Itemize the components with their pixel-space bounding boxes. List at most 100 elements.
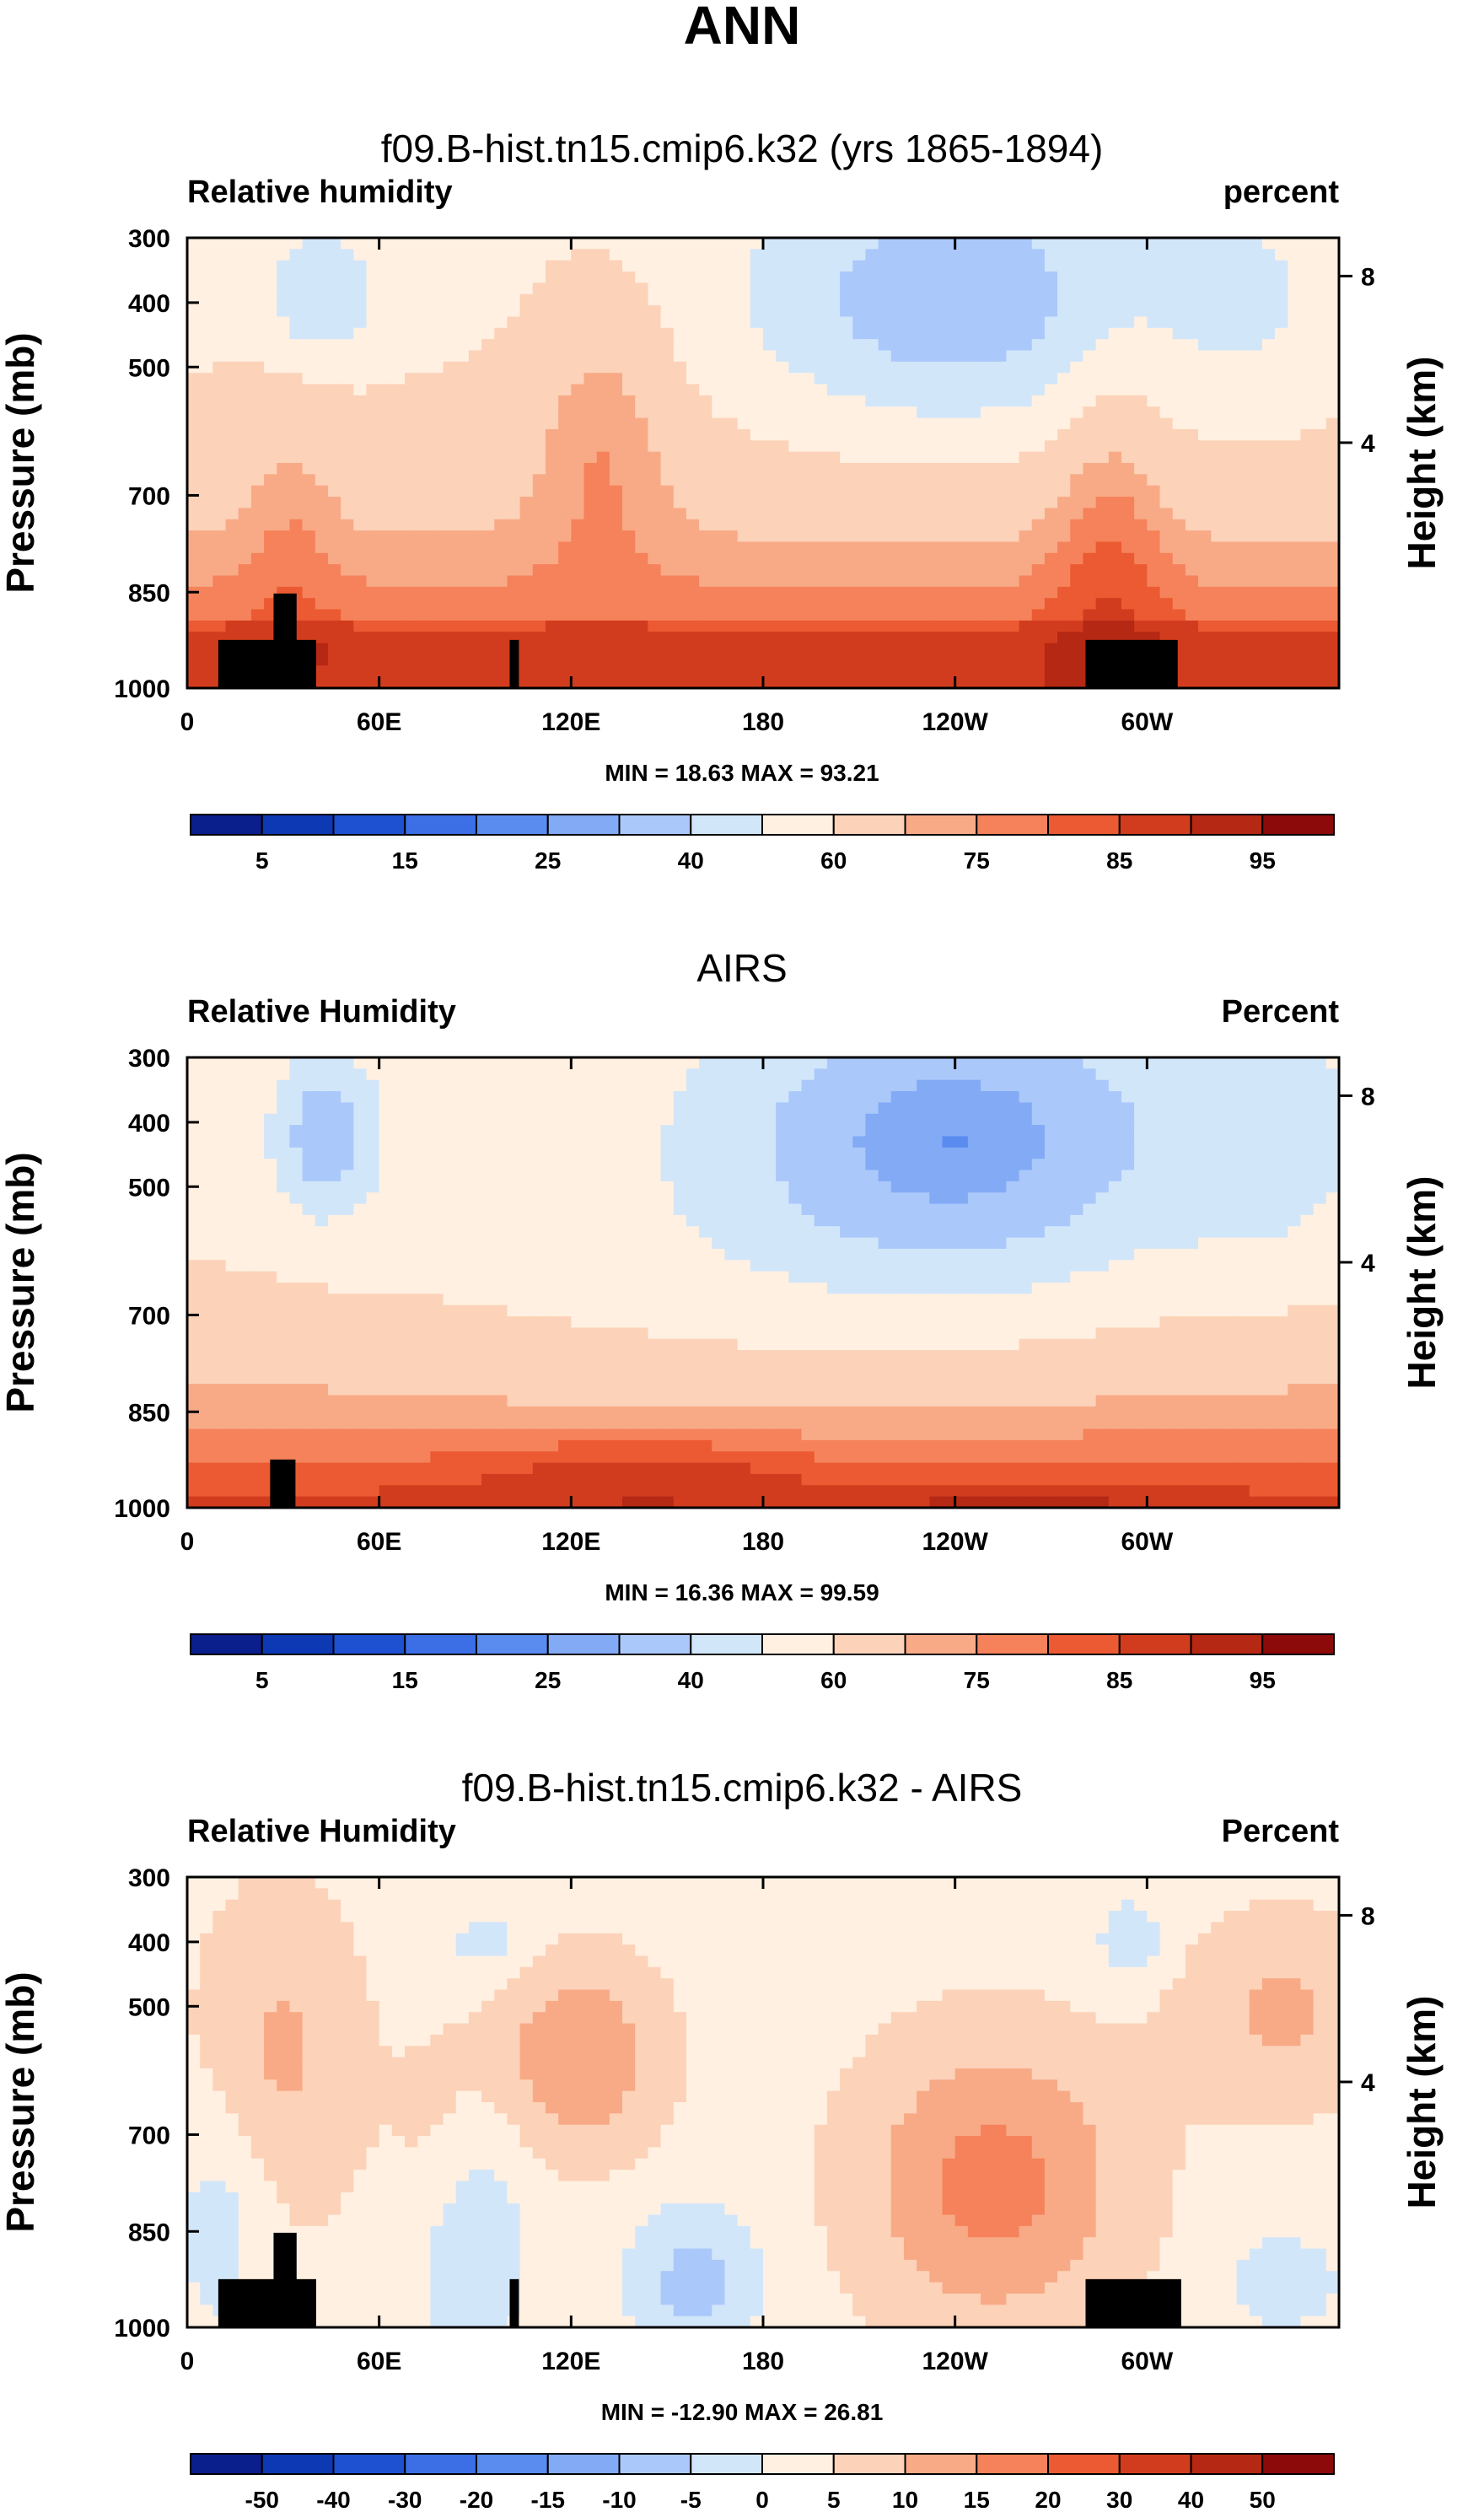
colorbar-swatch [976, 815, 1048, 835]
heatmap-cell [1096, 530, 1110, 542]
heatmap-cell [494, 643, 508, 655]
heatmap-cell [392, 1057, 406, 1069]
heatmap-cell [1198, 328, 1212, 340]
heatmap-cell [891, 351, 905, 363]
heatmap-cell [430, 497, 444, 508]
heatmap-cell [546, 373, 559, 385]
heatmap-cell [917, 1114, 930, 1126]
heatmap-cell [1300, 621, 1314, 632]
heatmap-cell [1288, 497, 1301, 508]
heatmap-cell [1096, 1204, 1110, 1216]
heatmap-cell [840, 373, 853, 385]
heatmap-cell [315, 1114, 329, 1126]
heatmap-cell [226, 1215, 239, 1227]
heatmap-cell [815, 1102, 828, 1114]
heatmap-cell [1070, 440, 1083, 452]
heatmap-cell [827, 373, 841, 385]
heatmap-cell [444, 530, 457, 542]
heatmap-cell [750, 339, 764, 351]
heatmap-cell [533, 339, 546, 351]
heatmap-cell [815, 261, 828, 272]
heatmap-cell [827, 406, 841, 418]
heatmap-cell [1070, 463, 1083, 475]
heatmap-cell [699, 362, 712, 374]
heatmap-cell [635, 1148, 648, 1159]
heatmap-cell [955, 429, 969, 441]
heatmap-cell [622, 452, 636, 464]
heatmap-cell [712, 272, 725, 283]
heatmap-cell [430, 1136, 444, 1148]
colorbar-label: 75 [964, 847, 990, 874]
heatmap-cell [405, 272, 418, 283]
heatmap-cell [827, 1192, 841, 1204]
y-tick-label: 400 [128, 290, 170, 318]
heatmap-cell [405, 373, 418, 385]
heatmap-cell [1096, 1068, 1110, 1080]
heatmap-cell [1198, 1136, 1212, 1148]
heatmap-cell [494, 553, 508, 565]
heatmap-cell [200, 632, 213, 643]
heatmap-cell [865, 328, 879, 340]
heatmap-cell [1006, 665, 1019, 677]
heatmap-cell [1237, 362, 1250, 374]
heatmap-cell [852, 328, 866, 340]
heatmap-cell [1262, 1159, 1276, 1170]
heatmap-cell [1198, 665, 1212, 677]
heatmap-cell [417, 294, 431, 306]
heatmap-cell [1186, 1181, 1199, 1193]
heatmap-cell [661, 429, 675, 441]
heatmap-cell [226, 238, 239, 250]
heatmap-cell [1070, 1068, 1083, 1080]
heatmap-cell [558, 1181, 572, 1193]
heatmap-cell [674, 665, 687, 677]
heatmap-cell [879, 339, 892, 351]
heatmap-cell [1262, 452, 1276, 464]
heatmap-cell [827, 238, 841, 250]
heatmap-cell [226, 1181, 239, 1193]
heatmap-cell [520, 1102, 534, 1114]
heatmap-cell [686, 665, 700, 677]
heatmap-cell [558, 373, 572, 385]
heatmap-cell [200, 576, 213, 588]
heatmap-cell [917, 587, 930, 599]
heatmap-cell [1186, 1102, 1199, 1114]
heatmap-cell [239, 1125, 252, 1137]
heatmap-cell [303, 1136, 316, 1148]
heatmap-cell [239, 486, 252, 498]
heatmap-cell [1300, 1170, 1314, 1182]
heatmap-cell [315, 1192, 329, 1204]
heatmap-cell [1019, 1181, 1033, 1193]
heatmap-cell [661, 486, 675, 498]
heatmap-cell [815, 665, 828, 677]
heatmap-cell [852, 1215, 866, 1227]
heatmap-cell [251, 1102, 265, 1114]
heatmap-cell [187, 1159, 201, 1170]
heatmap-cell [430, 1068, 444, 1080]
heatmap-cell [303, 610, 316, 621]
heatmap-cell [1109, 1125, 1122, 1137]
heatmap-cell [815, 654, 828, 666]
heatmap-cell [1288, 282, 1301, 294]
heatmap-cell [763, 418, 777, 430]
heatmap-cell [1083, 497, 1096, 508]
heatmap-cell [1083, 305, 1096, 317]
heatmap-cell [661, 351, 675, 363]
heatmap-cell [622, 429, 636, 441]
heatmap-cell [993, 385, 1007, 396]
heatmap-cell [571, 497, 584, 508]
heatmap-cell [815, 316, 828, 328]
heatmap-cell [494, 305, 508, 317]
heatmap-cell [1147, 429, 1160, 441]
heatmap-cell [1006, 530, 1019, 542]
heatmap-cell [417, 665, 431, 677]
heatmap-cell [674, 1170, 687, 1182]
heatmap-cell [1314, 519, 1327, 531]
heatmap-cell [699, 497, 712, 508]
heatmap-cell [635, 1192, 648, 1204]
heatmap-cell [546, 632, 559, 643]
heatmap-cell [392, 351, 406, 363]
heatmap-cell [430, 508, 444, 519]
heatmap-cell [648, 385, 661, 396]
heatmap-cell [1173, 395, 1186, 407]
heatmap-cell [584, 1204, 598, 1216]
